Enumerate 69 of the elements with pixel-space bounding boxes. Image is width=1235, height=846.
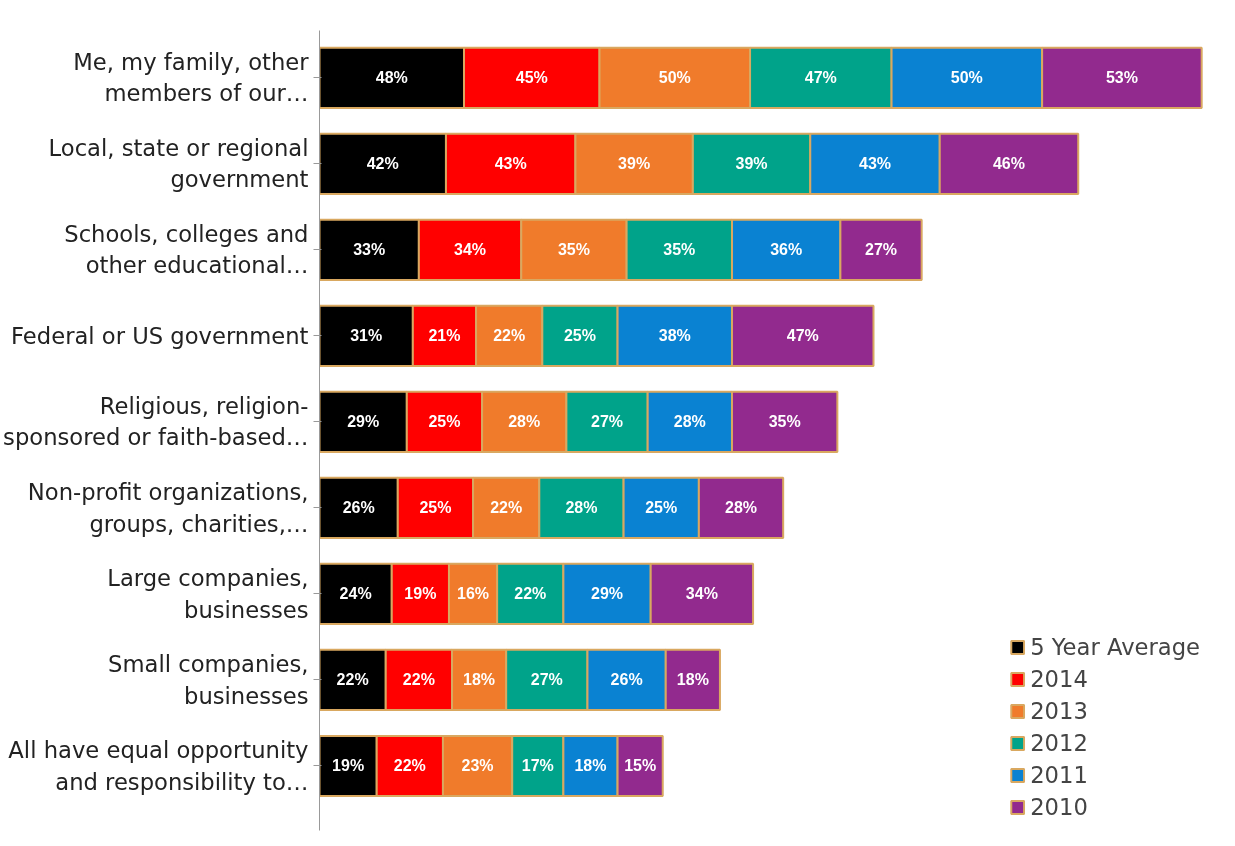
data-label: 39% xyxy=(735,155,768,173)
legend-label: 5 Year Average xyxy=(1030,634,1200,660)
data-label: 34% xyxy=(454,241,487,259)
data-label: 47% xyxy=(786,327,819,345)
y-tick-label: Schools, colleges and other educational… xyxy=(64,221,309,279)
data-label: 33% xyxy=(353,241,386,259)
data-label: 28% xyxy=(565,499,598,517)
legend-label: 2013 xyxy=(1030,698,1088,724)
data-label: 35% xyxy=(768,413,801,431)
data-label: 46% xyxy=(992,155,1025,173)
data-label: 25% xyxy=(645,499,678,517)
data-label: 17% xyxy=(521,757,554,775)
y-tick-label: Non-profit organizations, groups, charities,… xyxy=(27,479,309,537)
data-label: 43% xyxy=(858,155,892,173)
y-tick-label: Large companies, businesses xyxy=(107,565,309,623)
y-tick-label: Me, my family, other members of our… xyxy=(73,49,310,107)
data-label: 47% xyxy=(804,69,837,87)
data-label: 28% xyxy=(725,499,758,517)
data-label: 22% xyxy=(402,671,435,689)
data-label: 50% xyxy=(950,69,983,87)
data-label: 27% xyxy=(530,671,563,689)
y-tick-label: Religious, religion- sponsored or faith-based… xyxy=(3,393,309,451)
legend-label: 2010 xyxy=(1030,794,1088,820)
data-label: 22% xyxy=(336,671,369,689)
legend-label: 2011 xyxy=(1030,762,1088,788)
data-label: 19% xyxy=(332,757,365,775)
data-label: 19% xyxy=(404,585,437,603)
data-label: 26% xyxy=(342,499,375,517)
data-label: 35% xyxy=(557,241,590,259)
y-tick-label: Federal or US government xyxy=(11,322,309,349)
data-label: 45% xyxy=(515,69,548,87)
data-label: 35% xyxy=(663,241,696,259)
data-label: 42% xyxy=(366,155,399,173)
data-label: 23% xyxy=(461,757,494,775)
data-label: 27% xyxy=(865,241,898,259)
data-label: 26% xyxy=(610,671,643,689)
data-label: 43% xyxy=(494,155,527,173)
data-label: 36% xyxy=(770,241,803,259)
data-label: 18% xyxy=(676,671,709,689)
data-label: 28% xyxy=(673,413,706,431)
data-label: 29% xyxy=(591,585,624,603)
legend-label: 2014 xyxy=(1030,666,1088,692)
data-label: 15% xyxy=(624,757,657,775)
data-label: 22% xyxy=(490,499,523,517)
data-label: 38% xyxy=(658,327,691,345)
data-label: 22% xyxy=(493,327,526,345)
data-label: 39% xyxy=(618,155,651,173)
data-label: 50% xyxy=(658,69,691,87)
legend-label: 2012 xyxy=(1030,730,1088,756)
data-label: 48% xyxy=(375,69,408,87)
data-label: 25% xyxy=(563,327,596,345)
data-label: 22% xyxy=(514,585,547,603)
data-label: 16% xyxy=(457,585,490,603)
data-label: 53% xyxy=(1105,69,1138,87)
y-tick-label: Small companies, businesses xyxy=(108,651,309,709)
y-tick-label: All have equal opportunity and responsibility to… xyxy=(8,737,309,795)
data-label: 18% xyxy=(574,757,607,775)
data-label: 29% xyxy=(347,413,380,431)
data-label: 21% xyxy=(428,327,461,345)
data-label: 34% xyxy=(685,585,718,603)
data-label: 27% xyxy=(591,413,624,431)
data-label: 22% xyxy=(393,757,426,775)
y-tick-label: Local, state or regional government xyxy=(48,135,309,193)
data-label: 25% xyxy=(428,413,461,431)
data-label: 28% xyxy=(508,413,541,431)
data-label: 18% xyxy=(463,671,496,689)
data-label: 24% xyxy=(339,585,372,603)
data-label: 31% xyxy=(350,327,383,345)
data-label: 25% xyxy=(419,499,452,517)
